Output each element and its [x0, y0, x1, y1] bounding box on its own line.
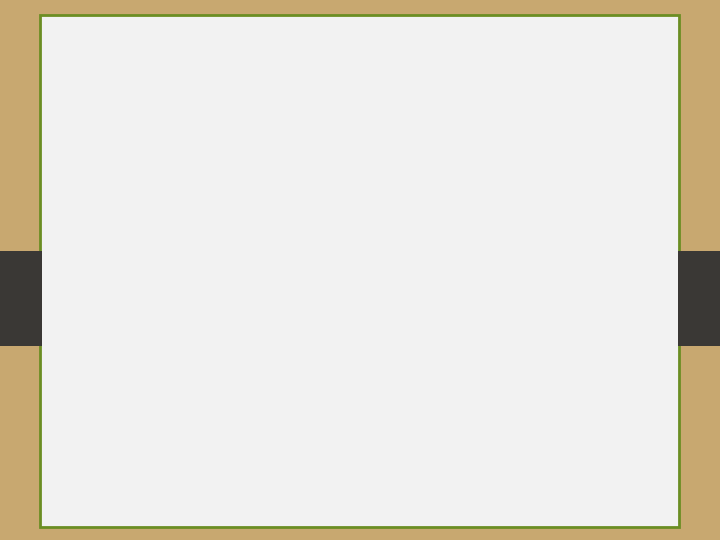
Text: C: C: [515, 87, 527, 105]
Polygon shape: [487, 120, 505, 143]
Text: of variable width, of a capacitor.: of variable width, of a capacitor.: [54, 167, 321, 185]
Text: is varied by means of the potentiometer controlling the reverse: is varied by means of the potentiometer …: [54, 265, 583, 282]
Text: The capacitor prevents the coil shorting out the voltage across the: The capacitor prevents the coil shorting…: [54, 309, 608, 327]
Text: reducing diode: reducing diode: [137, 106, 261, 124]
Text: D: D: [515, 146, 528, 164]
Text: barrier widens: barrier widens: [54, 106, 179, 124]
Text: +: +: [656, 64, 668, 79]
Text: When the junction diode is: When the junction diode is: [54, 72, 276, 90]
Text: The barrier forms the dielectric,: The barrier forms the dielectric,: [54, 150, 318, 168]
Text: .: .: [133, 123, 138, 141]
Text: The N and P type cathode and anode are the two plates of the: The N and P type cathode and anode are t…: [54, 186, 572, 204]
Text: .: .: [407, 220, 413, 238]
Text: voltage across the varicap.: voltage across the varicap.: [54, 281, 279, 300]
Text: The capacitance of the diode, and thereby the resonant frequency,: The capacitance of the diode, and thereb…: [54, 247, 611, 266]
Text: Varactor  (Varicap Diode): Varactor (Varicap Diode): [171, 22, 547, 48]
Text: resonant circuit: resonant circuit: [325, 220, 455, 238]
Bar: [567, 63, 589, 119]
Text: potentiometer.: potentiometer.: [54, 326, 177, 344]
Text: reverse biased, the insulating: reverse biased, the insulating: [54, 89, 301, 107]
Text: capacitor.: capacitor.: [54, 203, 135, 221]
Text: capacitance: capacitance: [54, 123, 154, 141]
Text: In the diagram, the diode and coil form a: In the diagram, the diode and coil form …: [54, 220, 400, 238]
Text: R: R: [595, 82, 608, 99]
Text: L: L: [383, 118, 395, 136]
